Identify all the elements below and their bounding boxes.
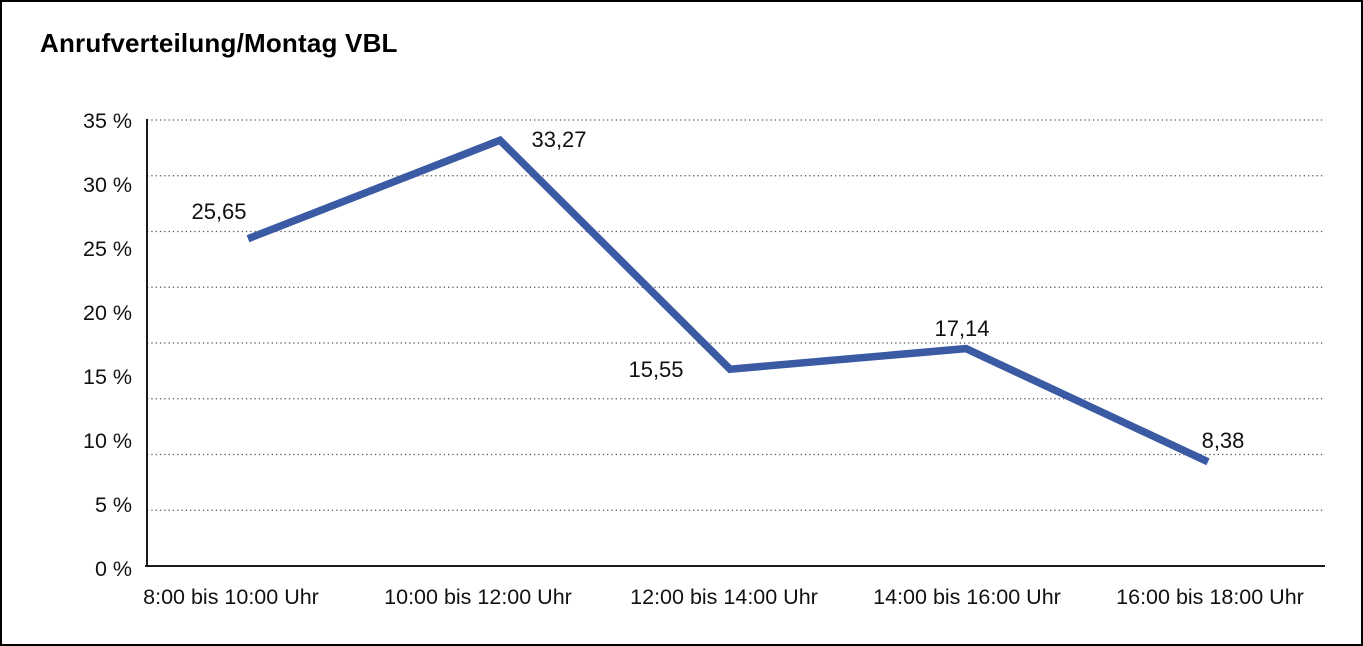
y-axis-label: 0 % xyxy=(94,557,132,581)
y-axis-label: 5 % xyxy=(94,493,132,517)
data-label: 8,38 xyxy=(1201,427,1245,453)
data-label: 25,65 xyxy=(191,198,247,224)
x-axis-label: 8:00 bis 10:00 Uhr xyxy=(143,585,319,609)
y-axis-label: 20 % xyxy=(82,301,132,325)
line-series xyxy=(246,135,1210,466)
chart-title: Anrufverteilung/Montag VBL xyxy=(40,28,398,58)
y-axis-label: 10 % xyxy=(82,429,132,453)
y-axis-label: 25 % xyxy=(82,237,132,261)
x-axis-label: 10:00 bis 12:00 Uhr xyxy=(384,585,572,609)
y-axis-label: 35 % xyxy=(82,109,132,133)
y-axis-label: 30 % xyxy=(82,173,132,197)
x-axis-label: 16:00 bis 18:00 Uhr xyxy=(1116,585,1304,609)
data-label: 15,55 xyxy=(628,357,684,383)
x-axis-label: 12:00 bis 14:00 Uhr xyxy=(630,585,818,609)
y-axis-label: 15 % xyxy=(82,365,132,389)
data-label: 33,27 xyxy=(531,127,587,153)
data-label: 17,14 xyxy=(934,315,990,341)
x-axis-label: 14:00 bis 16:00 Uhr xyxy=(873,585,1061,609)
